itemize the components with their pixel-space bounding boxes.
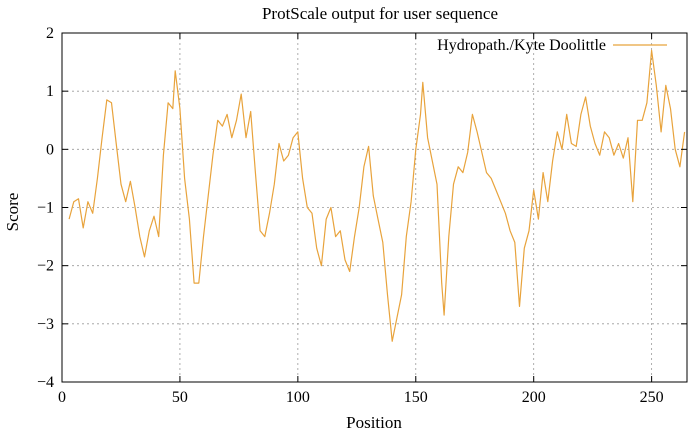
axis-ticks: 0 50 100 150 200 250 −4 −3 −2 −1 0 1 2 — [37, 25, 687, 406]
y-tick-label: 1 — [46, 83, 54, 100]
series-line-0 — [68, 49, 686, 342]
legend: Hydropath./Kyte Doolittle — [437, 37, 667, 54]
grid-lines — [62, 33, 687, 382]
x-tick-label: 100 — [286, 389, 310, 406]
x-tick-label: 0 — [58, 389, 66, 406]
x-axis-label: Position — [346, 413, 402, 432]
x-tick-label: 150 — [404, 389, 428, 406]
legend-label-hydropathy: Hydropath./Kyte Doolittle — [437, 37, 606, 54]
series-layer — [68, 49, 686, 342]
y-tick-label: −1 — [37, 200, 54, 217]
y-tick-label: −2 — [37, 258, 54, 275]
chart-title: ProtScale output for user sequence — [262, 4, 498, 23]
y-tick-label: 2 — [46, 25, 54, 42]
x-tick-label: 50 — [172, 389, 188, 406]
y-tick-label: −4 — [37, 374, 54, 391]
x-tick-label: 250 — [640, 389, 664, 406]
y-axis-label: Score — [3, 193, 22, 232]
y-tick-label: 0 — [46, 141, 54, 158]
x-tick-label: 200 — [522, 389, 546, 406]
y-tick-label: −3 — [37, 316, 54, 333]
